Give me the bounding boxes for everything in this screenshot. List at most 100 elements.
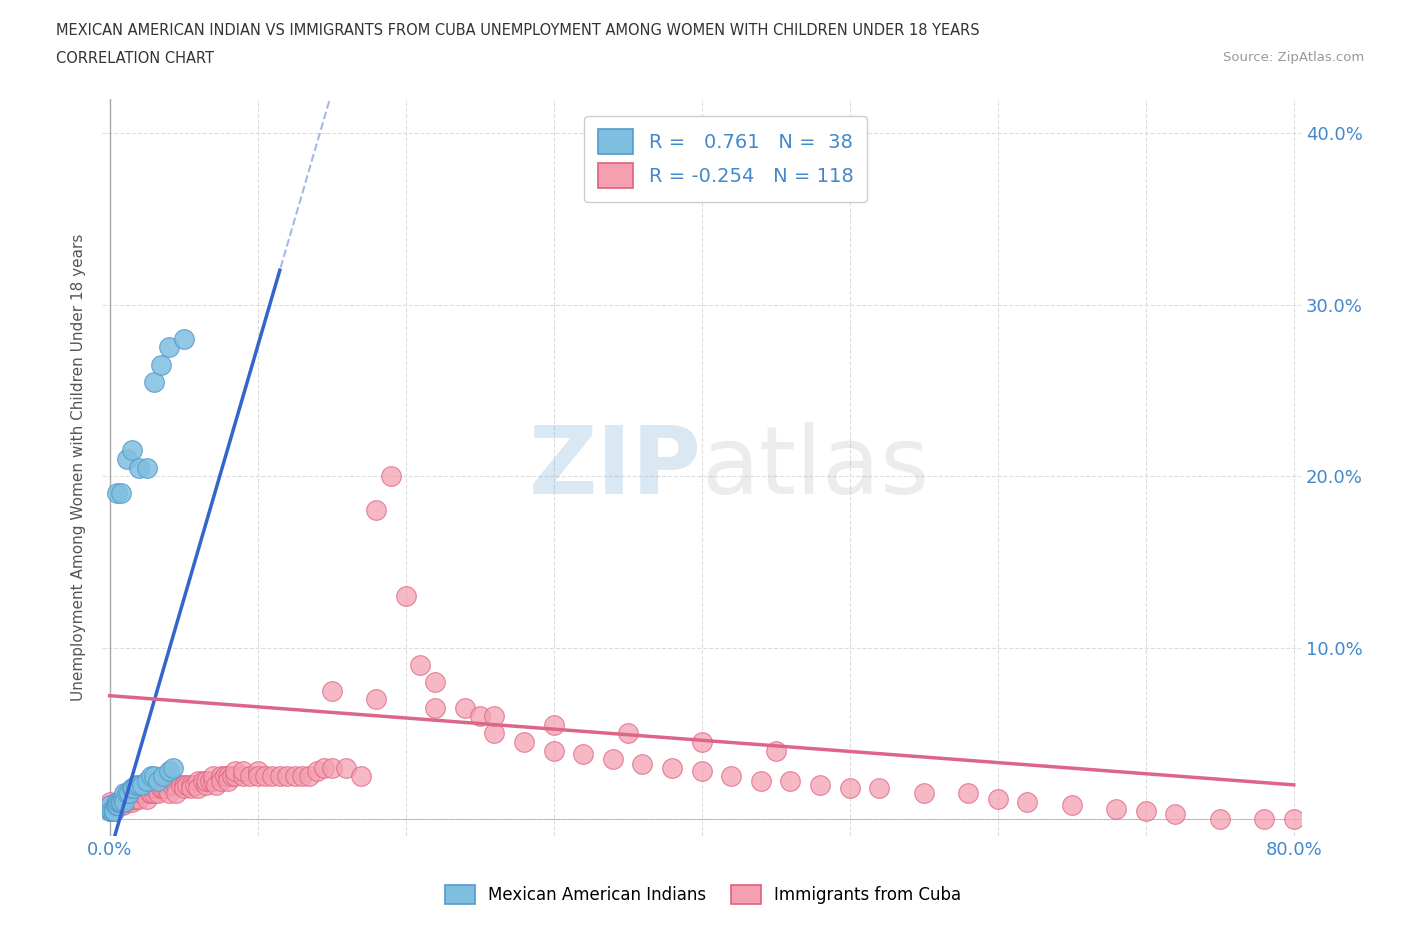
Point [209, 774, 232, 789]
Point [150, 781, 173, 796]
Point [194, 777, 217, 792]
Point [125, 777, 148, 792]
Point [143, 374, 166, 389]
Point [152, 769, 174, 784]
Point [157, 786, 180, 801]
Point [395, 589, 418, 604]
Point [98, 798, 121, 813]
Point [262, 769, 284, 784]
Point [128, 786, 150, 801]
Point [484, 709, 506, 724]
Point [152, 781, 174, 796]
Point [165, 777, 187, 792]
Point [269, 769, 291, 784]
Point [105, 798, 128, 813]
Point [112, 786, 135, 801]
Text: MEXICAN AMERICAN INDIAN VS IMMIGRANTS FROM CUBA UNEMPLOYMENT AMONG WOMEN WITH CH: MEXICAN AMERICAN INDIAN VS IMMIGRANTS FR… [56, 23, 980, 38]
Point [350, 769, 373, 784]
Point [987, 791, 1010, 806]
Legend: R =   0.761   N =  38, R = -0.254   N = 118: R = 0.761 N = 38, R = -0.254 N = 118 [585, 116, 868, 202]
Point [239, 769, 262, 784]
Point [484, 726, 506, 741]
Point [143, 781, 166, 796]
Point [139, 786, 162, 801]
Point [1017, 794, 1039, 809]
Point [157, 764, 180, 778]
Point [616, 726, 638, 741]
Point [779, 774, 801, 789]
Point [232, 764, 254, 778]
Point [121, 794, 143, 809]
Point [232, 769, 254, 784]
Point [749, 774, 772, 789]
Point [205, 777, 228, 792]
Point [110, 485, 132, 500]
Point [224, 769, 246, 784]
Point [364, 692, 387, 707]
Point [364, 503, 387, 518]
Point [468, 709, 491, 724]
Point [157, 340, 180, 355]
Point [217, 774, 239, 789]
Point [184, 777, 207, 792]
Point [98, 798, 121, 813]
Point [720, 769, 742, 784]
Point [661, 761, 683, 776]
Point [148, 786, 170, 801]
Point [112, 791, 135, 806]
Point [1060, 798, 1083, 813]
Point [98, 804, 121, 818]
Point [103, 804, 125, 818]
Point [602, 751, 624, 766]
Point [118, 786, 141, 801]
Point [103, 804, 125, 818]
Point [128, 791, 150, 806]
Point [1135, 804, 1157, 818]
Point [101, 804, 124, 818]
Point [138, 786, 160, 801]
Point [180, 781, 202, 796]
Point [135, 791, 157, 806]
Point [224, 764, 246, 778]
Point [1209, 812, 1232, 827]
Point [160, 777, 183, 792]
Point [246, 764, 269, 778]
Point [276, 769, 298, 784]
Point [957, 786, 980, 801]
Point [409, 658, 432, 672]
Point [191, 774, 214, 789]
Point [173, 781, 195, 796]
Point [1164, 806, 1187, 821]
Point [838, 781, 860, 796]
Point [128, 460, 150, 475]
Point [200, 774, 222, 789]
Point [380, 469, 402, 484]
Point [105, 794, 128, 809]
Point [513, 735, 536, 750]
Point [1253, 812, 1275, 827]
Point [180, 777, 202, 792]
Y-axis label: Unemployment Among Women with Children Under 18 years: Unemployment Among Women with Children U… [72, 233, 86, 701]
Point [202, 774, 225, 789]
Point [108, 798, 131, 813]
Point [121, 443, 143, 458]
Point [125, 791, 148, 806]
Point [291, 769, 314, 784]
Point [98, 804, 121, 818]
Text: ZIP: ZIP [529, 421, 702, 513]
Point [1282, 812, 1305, 827]
Point [98, 794, 121, 809]
Point [108, 794, 131, 809]
Point [543, 743, 565, 758]
Point [690, 764, 713, 778]
Point [321, 684, 343, 698]
Point [214, 769, 236, 784]
Point [1105, 802, 1128, 817]
Text: Source: ZipAtlas.com: Source: ZipAtlas.com [1223, 51, 1364, 64]
Point [165, 786, 187, 801]
Point [131, 786, 153, 801]
Point [454, 700, 477, 715]
Point [321, 761, 343, 776]
Point [150, 357, 173, 372]
Point [118, 791, 141, 806]
